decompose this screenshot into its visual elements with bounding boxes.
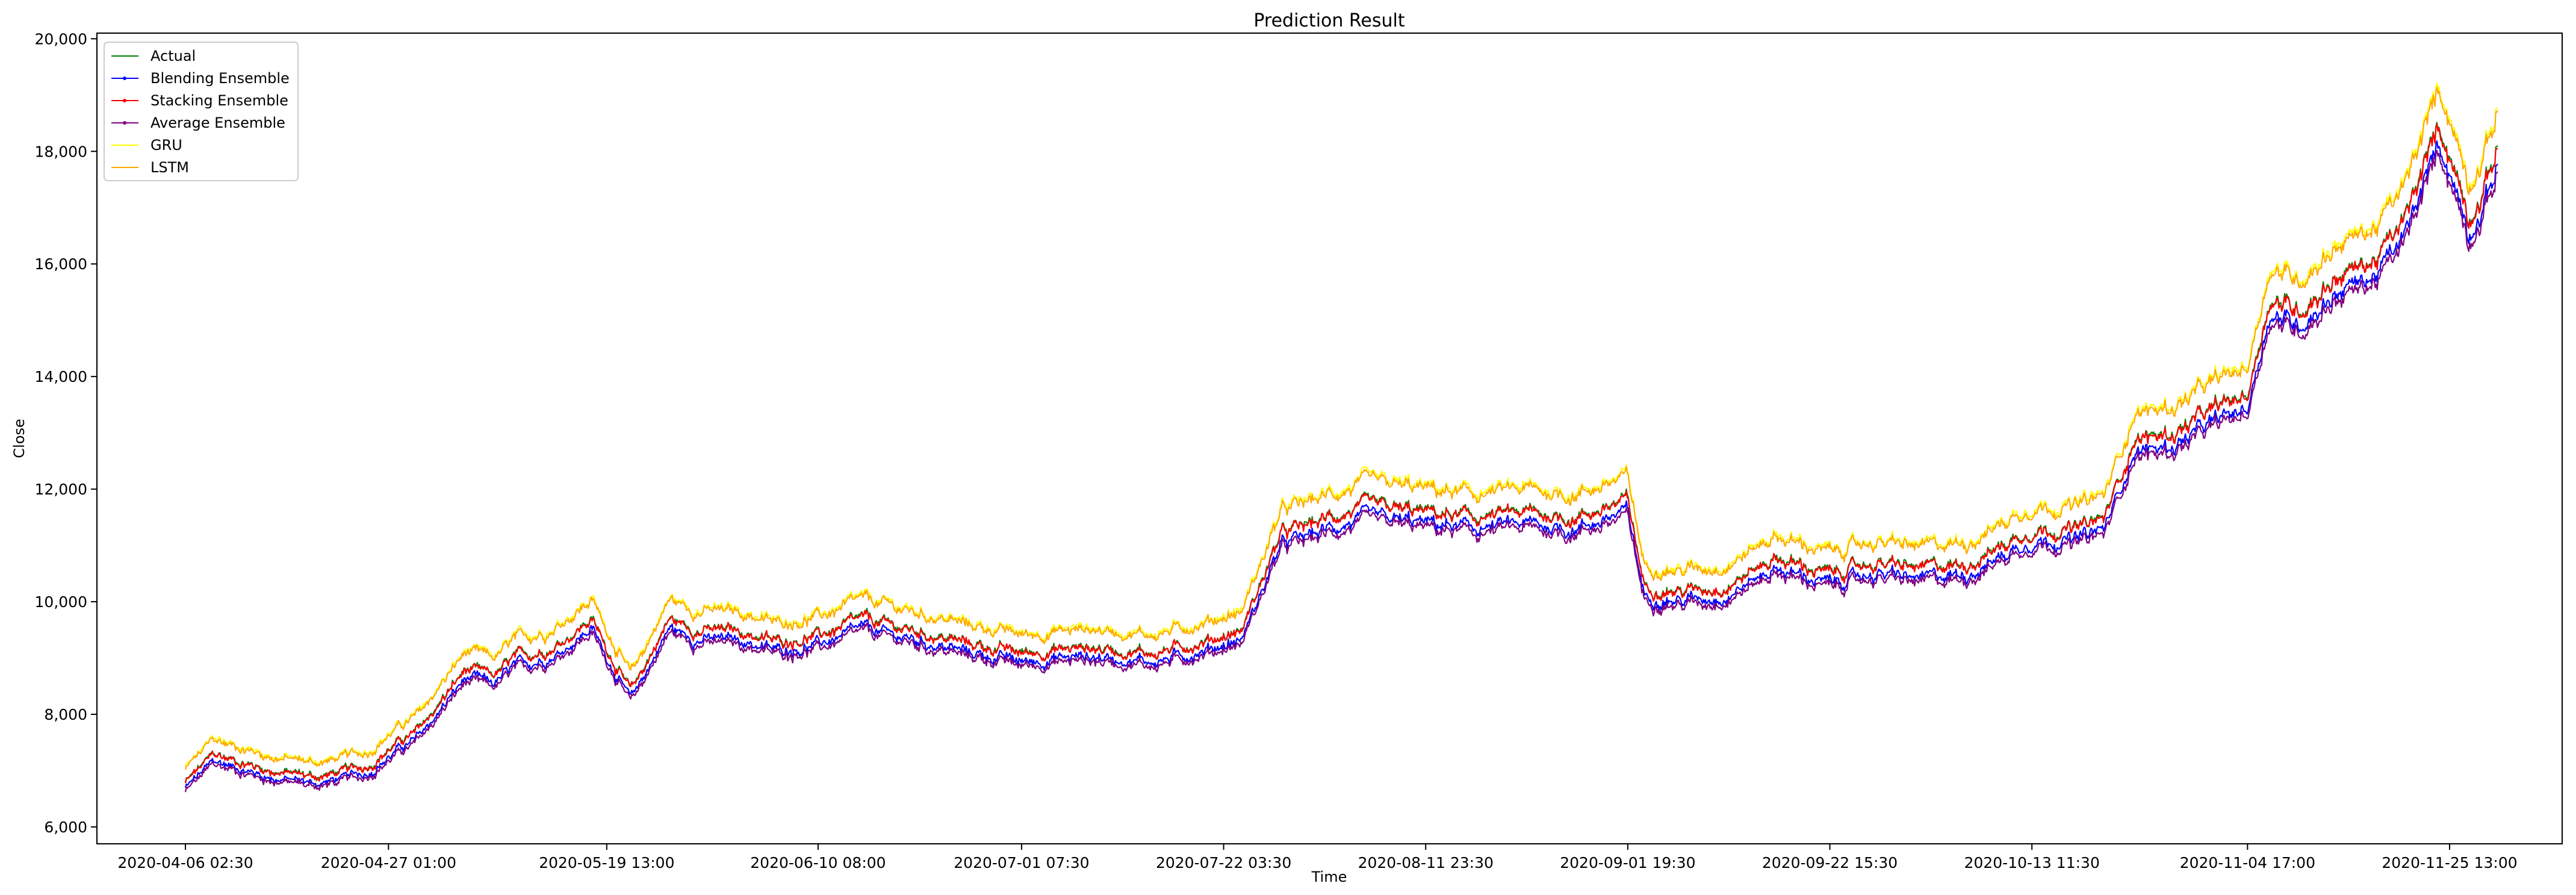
series-line-blending-ensemble — [184, 140, 2498, 788]
x-tick-label: 2020-11-25 13:00 — [2382, 854, 2517, 872]
series-line-lstm — [185, 87, 2498, 770]
series-lines — [184, 82, 2498, 793]
series-line-gru — [185, 82, 2498, 768]
legend: Actual Blending Ensemble Stacking Ensemble… — [104, 42, 299, 181]
x-tick-label: 2020-09-22 15:30 — [1762, 854, 1898, 872]
legend-label: GRU — [151, 137, 182, 154]
x-tick-label: 2020-09-01 19:30 — [1560, 854, 1695, 872]
x-axis-label: Time — [1311, 868, 1347, 885]
chart-title: Prediction Result — [1253, 10, 1405, 31]
x-tick-label: 2020-05-19 13:00 — [539, 854, 674, 872]
y-tick-label: 8,000 — [44, 706, 87, 723]
legend-label: Average Ensemble — [151, 114, 285, 131]
y-tick-label: 18,000 — [35, 143, 87, 160]
x-tick-label: 2020-08-11 23:30 — [1358, 854, 1494, 872]
series-line-stacking-ensemble — [184, 123, 2498, 784]
legend-marker — [123, 121, 126, 125]
y-tick-label: 6,000 — [44, 819, 87, 836]
legend-label: LSTM — [151, 159, 189, 176]
y-axis-label: Close — [11, 419, 28, 458]
y-tick-label: 20,000 — [35, 30, 87, 48]
x-axis-ticks: 2020-04-06 02:30 2020-04-27 01:00 2020-05-… — [117, 844, 2518, 872]
series-line-average-ensemble — [184, 149, 2498, 793]
plot-area — [96, 33, 2563, 844]
x-tick-label: 2020-07-01 07:30 — [954, 854, 1089, 872]
y-tick-label: 14,000 — [35, 368, 87, 385]
x-tick-label: 2020-04-27 01:00 — [321, 854, 456, 872]
x-tick-label: 2020-11-04 17:00 — [2180, 854, 2315, 872]
y-axis-ticks: 6,000 8,000 10,000 12,000 14,000 16,000 18,000… — [35, 30, 97, 836]
legend-label: Actual — [151, 48, 196, 64]
x-tick-label: 2020-04-06 02:30 — [117, 854, 253, 872]
x-tick-label: 2020-07-22 03:30 — [1156, 854, 1291, 872]
legend-label: Blending Ensemble — [151, 70, 290, 87]
y-tick-label: 12,000 — [35, 481, 87, 498]
y-tick-label: 10,000 — [35, 593, 87, 611]
legend-box — [104, 42, 299, 181]
legend-marker — [123, 76, 126, 80]
legend-label: Stacking Ensemble — [151, 92, 288, 109]
x-tick-label: 2020-06-10 08:00 — [750, 854, 886, 872]
y-tick-label: 16,000 — [35, 255, 87, 273]
legend-marker — [123, 99, 126, 102]
x-tick-label: 2020-10-13 11:30 — [1964, 854, 2100, 872]
